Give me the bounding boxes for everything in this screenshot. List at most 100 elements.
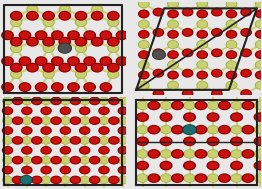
Circle shape — [100, 108, 108, 113]
Circle shape — [198, 62, 206, 68]
Circle shape — [102, 58, 110, 64]
Circle shape — [212, 69, 222, 77]
Circle shape — [23, 138, 31, 143]
Circle shape — [91, 37, 103, 46]
Circle shape — [91, 177, 99, 183]
Circle shape — [244, 175, 252, 181]
Circle shape — [22, 137, 32, 144]
Circle shape — [150, 127, 158, 133]
Circle shape — [75, 44, 86, 52]
Circle shape — [256, 21, 262, 27]
Circle shape — [80, 167, 90, 174]
Circle shape — [161, 150, 172, 158]
Circle shape — [14, 138, 21, 143]
Circle shape — [80, 177, 89, 183]
Circle shape — [138, 138, 147, 144]
Circle shape — [137, 113, 148, 121]
Circle shape — [100, 31, 112, 40]
Circle shape — [118, 167, 128, 174]
Circle shape — [42, 108, 50, 113]
Circle shape — [197, 127, 205, 133]
Circle shape — [226, 81, 237, 89]
Circle shape — [137, 150, 148, 158]
Circle shape — [60, 6, 69, 13]
Circle shape — [231, 161, 242, 170]
Circle shape — [161, 126, 172, 134]
Circle shape — [12, 64, 20, 71]
Circle shape — [12, 13, 20, 19]
Circle shape — [255, 101, 262, 109]
Circle shape — [109, 13, 118, 19]
Circle shape — [27, 63, 38, 72]
Circle shape — [161, 174, 172, 182]
Circle shape — [197, 71, 208, 79]
Circle shape — [23, 128, 31, 133]
Circle shape — [70, 137, 80, 144]
Circle shape — [256, 62, 262, 68]
Circle shape — [13, 117, 23, 124]
Circle shape — [108, 18, 119, 26]
Circle shape — [43, 18, 54, 26]
Circle shape — [72, 138, 79, 143]
Circle shape — [22, 127, 32, 134]
Circle shape — [153, 90, 163, 97]
Circle shape — [184, 150, 195, 158]
Circle shape — [42, 177, 50, 183]
Circle shape — [255, 81, 262, 89]
Circle shape — [109, 71, 118, 77]
Circle shape — [44, 19, 53, 26]
Circle shape — [61, 177, 69, 183]
Circle shape — [108, 70, 119, 78]
Circle shape — [109, 97, 119, 105]
Circle shape — [212, 8, 222, 16]
Circle shape — [77, 13, 85, 19]
Circle shape — [184, 174, 195, 182]
Circle shape — [28, 6, 37, 13]
Circle shape — [254, 161, 262, 170]
Circle shape — [184, 50, 192, 56]
Circle shape — [183, 125, 196, 134]
Circle shape — [226, 20, 237, 28]
Circle shape — [198, 52, 206, 57]
Circle shape — [99, 127, 109, 134]
Circle shape — [139, 41, 148, 48]
Circle shape — [100, 98, 108, 104]
Circle shape — [232, 175, 241, 181]
Circle shape — [137, 174, 148, 182]
Circle shape — [70, 117, 80, 124]
Circle shape — [168, 51, 178, 58]
Circle shape — [118, 58, 126, 64]
Circle shape — [4, 128, 11, 133]
Circle shape — [119, 108, 127, 113]
Circle shape — [226, 41, 237, 48]
Circle shape — [255, 0, 262, 8]
Circle shape — [44, 45, 53, 52]
Circle shape — [182, 29, 193, 36]
Circle shape — [2, 57, 13, 65]
Circle shape — [184, 126, 195, 134]
Circle shape — [241, 90, 251, 97]
Circle shape — [212, 90, 222, 97]
Circle shape — [173, 127, 182, 133]
Circle shape — [23, 98, 31, 104]
Circle shape — [92, 5, 102, 13]
Circle shape — [35, 31, 47, 40]
Circle shape — [75, 63, 87, 72]
Circle shape — [12, 71, 21, 77]
Circle shape — [257, 11, 262, 17]
Circle shape — [90, 156, 100, 164]
Circle shape — [41, 177, 51, 183]
Circle shape — [140, 52, 148, 57]
Circle shape — [184, 137, 195, 146]
Circle shape — [100, 118, 108, 124]
Circle shape — [153, 49, 163, 57]
Circle shape — [139, 20, 149, 28]
Circle shape — [61, 64, 69, 71]
Circle shape — [99, 177, 109, 183]
Circle shape — [23, 167, 31, 173]
Circle shape — [184, 91, 192, 96]
Circle shape — [60, 127, 70, 134]
Circle shape — [139, 41, 149, 48]
Circle shape — [195, 125, 207, 134]
Circle shape — [169, 62, 177, 68]
